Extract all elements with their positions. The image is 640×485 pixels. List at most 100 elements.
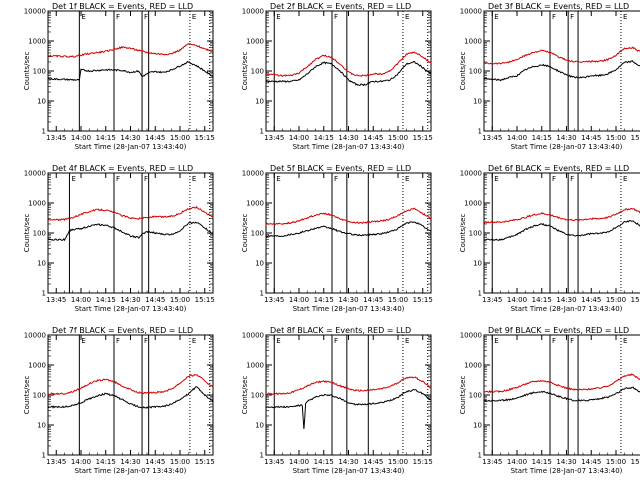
y-axis-label: Counts/sec bbox=[23, 214, 31, 253]
y-tick-label: 1 bbox=[478, 452, 482, 460]
x-tick-label: 14:45 bbox=[145, 296, 165, 304]
series-events-line bbox=[483, 220, 640, 241]
x-tick-label: 14:30 bbox=[120, 296, 140, 304]
y-tick-label: 1000 bbox=[246, 38, 264, 46]
chart-panel-1: Det 1f BLACK = Events, RED = LLD 1 10 100 10… bbox=[23, 2, 215, 151]
y-tick-label: 100 bbox=[251, 68, 264, 76]
y-tick-label: 10000 bbox=[24, 332, 46, 340]
y-tick-label: 1000 bbox=[28, 38, 46, 46]
x-tick-label: 14:00 bbox=[507, 134, 527, 142]
x-tick-label: 14:45 bbox=[581, 458, 601, 466]
x-tick-label: 13:45 bbox=[264, 458, 284, 466]
x-axis-label: Start Time (28-Jan-07 13:43:40) bbox=[511, 143, 623, 151]
series-lld-line bbox=[483, 46, 640, 65]
marker-label: F bbox=[144, 175, 148, 183]
marker-label: F bbox=[334, 337, 338, 345]
x-tick-label: 14:45 bbox=[363, 296, 383, 304]
x-axis-label: Start Time (28-Jan-07 13:43:40) bbox=[293, 143, 405, 151]
marker-label: F bbox=[570, 175, 574, 183]
y-tick-label: 10 bbox=[473, 422, 482, 430]
marker-label: F bbox=[116, 337, 120, 345]
marker-label: E bbox=[623, 13, 627, 21]
chart-title: Det 9f BLACK = Events, RED = LLD bbox=[488, 326, 629, 335]
series-lld-line bbox=[483, 373, 640, 394]
marker-label: E bbox=[405, 175, 409, 183]
marker-label: F bbox=[570, 13, 574, 21]
series-events-line bbox=[483, 386, 640, 402]
x-tick-label: 14:00 bbox=[71, 458, 91, 466]
y-axis-label: Counts/sec bbox=[23, 52, 31, 91]
marker-label: F bbox=[116, 175, 120, 183]
marker-label: F bbox=[570, 337, 574, 345]
y-tick-label: 10000 bbox=[242, 170, 264, 178]
y-tick-label: 100 bbox=[469, 230, 482, 238]
x-tick-label: 14:00 bbox=[289, 296, 309, 304]
y-tick-label: 100 bbox=[469, 392, 482, 400]
series-lld-line bbox=[47, 373, 214, 396]
x-tick-label: 15:00 bbox=[170, 296, 190, 304]
x-axis-label: Start Time (28-Jan-07 13:43:40) bbox=[75, 305, 187, 313]
chart-panel-5: Det 5f BLACK = Events, RED = LLD 1 10 100 10… bbox=[241, 164, 433, 313]
marker-label: E bbox=[623, 175, 627, 183]
y-tick-label: 10 bbox=[37, 98, 46, 106]
x-axis-label: Start Time (28-Jan-07 13:43:40) bbox=[293, 467, 405, 475]
x-tick-label: 14:45 bbox=[363, 134, 383, 142]
y-tick-label: 10 bbox=[473, 260, 482, 268]
marker-label: F bbox=[144, 337, 148, 345]
y-axis-label: Counts/sec bbox=[241, 376, 249, 415]
y-tick-label: 10 bbox=[37, 260, 46, 268]
chart-title: Det 4f BLACK = Events, RED = LLD bbox=[52, 164, 193, 173]
x-tick-label: 13:45 bbox=[264, 296, 284, 304]
series-lld-line bbox=[47, 205, 214, 222]
y-tick-label: 1000 bbox=[246, 362, 264, 370]
marker-label: F bbox=[552, 13, 556, 21]
x-tick-label: 14:30 bbox=[120, 134, 140, 142]
marker-label: E bbox=[192, 337, 196, 345]
marker-label: E bbox=[405, 337, 409, 345]
x-tick-label: 14:30 bbox=[338, 458, 358, 466]
y-tick-label: 1000 bbox=[28, 362, 46, 370]
chart-panel-4: Det 4f BLACK = Events, RED = LLD 1 10 100 10… bbox=[23, 164, 215, 313]
x-tick-label: 14:00 bbox=[71, 134, 91, 142]
x-axis-label: Start Time (28-Jan-07 13:43:40) bbox=[75, 467, 187, 475]
x-tick-label: 14:15 bbox=[314, 458, 334, 466]
x-tick-label: 14:15 bbox=[96, 134, 116, 142]
x-tick-label: 14:00 bbox=[507, 458, 527, 466]
chart-title: Det 2f BLACK = Events, RED = LLD bbox=[270, 2, 411, 11]
x-tick-label: 13:45 bbox=[482, 458, 502, 466]
y-axis-label: Counts/sec bbox=[241, 214, 249, 253]
y-tick-label: 1 bbox=[260, 290, 264, 298]
x-tick-label: 14:00 bbox=[507, 296, 527, 304]
marker-label: E bbox=[276, 175, 280, 183]
y-tick-label: 1 bbox=[478, 128, 482, 136]
marker-label: E bbox=[623, 337, 627, 345]
x-tick-label: 15:15 bbox=[413, 134, 433, 142]
series-events-line bbox=[265, 221, 432, 238]
x-tick-label: 13:45 bbox=[264, 134, 284, 142]
x-tick-label: 14:30 bbox=[120, 458, 140, 466]
y-tick-label: 1000 bbox=[464, 38, 482, 46]
x-tick-label: 15:15 bbox=[195, 134, 215, 142]
chart-panel-6: Det 6f BLACK = Events, RED = LLD 1 10 100 10… bbox=[459, 164, 640, 313]
y-tick-label: 1 bbox=[260, 128, 264, 136]
y-tick-label: 100 bbox=[33, 392, 46, 400]
chart-panel-9: Det 9f BLACK = Events, RED = LLD 1 10 100 10… bbox=[459, 326, 640, 475]
x-axis-label: Start Time (28-Jan-07 13:43:40) bbox=[511, 305, 623, 313]
x-tick-label: 13:45 bbox=[46, 458, 66, 466]
x-tick-label: 14:15 bbox=[532, 458, 552, 466]
marker-label: E bbox=[494, 337, 498, 345]
series-lld-line bbox=[265, 207, 432, 226]
y-tick-label: 10000 bbox=[242, 8, 264, 16]
x-tick-label: 15:15 bbox=[631, 134, 640, 142]
marker-label: F bbox=[552, 175, 556, 183]
plot-frame bbox=[265, 334, 432, 456]
y-tick-label: 10 bbox=[255, 260, 264, 268]
marker-label: E bbox=[192, 13, 196, 21]
x-tick-label: 15:00 bbox=[606, 134, 626, 142]
y-tick-label: 10 bbox=[255, 422, 264, 430]
marker-label: E bbox=[71, 175, 75, 183]
y-axis-label: Counts/sec bbox=[23, 376, 31, 415]
x-tick-label: 14:30 bbox=[338, 134, 358, 142]
x-tick-label: 15:00 bbox=[170, 134, 190, 142]
